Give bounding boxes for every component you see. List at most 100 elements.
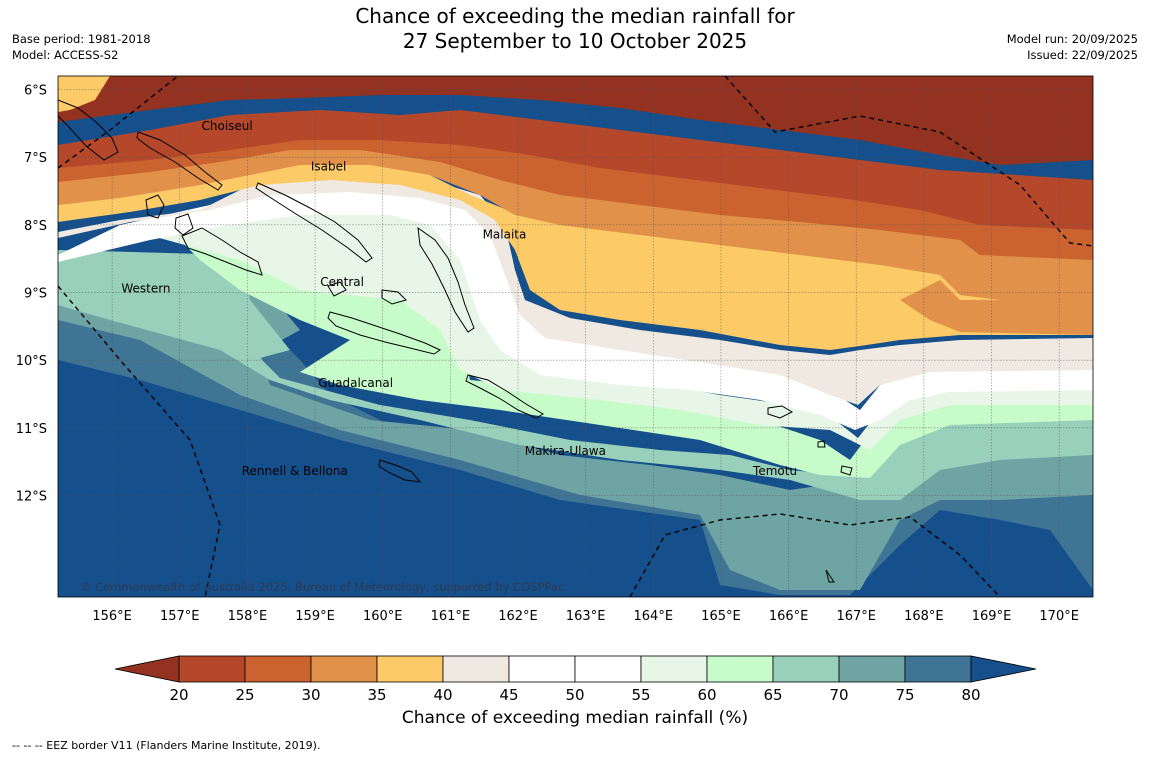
- map-frame: [57, 75, 1094, 598]
- region-label-rennell-bellona: Rennell & Bellona: [242, 464, 348, 478]
- colorbar-tick-label: 75: [895, 686, 914, 704]
- colorbar-tick-label: 80: [961, 686, 980, 704]
- island-isabel: [255, 182, 373, 263]
- lon-tick-label: 166°E: [769, 609, 809, 624]
- model-run: Model run: 20/09/2025: [1006, 32, 1138, 46]
- field-55-60: [130, 200, 1093, 450]
- colorbar-box: [442, 655, 510, 683]
- lon-tick-label: 159°E: [295, 609, 335, 624]
- region-label-western: Western: [121, 282, 170, 296]
- field-under-20: [58, 76, 1093, 165]
- eez-border-west: [58, 285, 221, 597]
- region-label-malaita: Malaita: [483, 227, 527, 241]
- field-30-35-inlet: [900, 280, 1093, 335]
- lat-tick-label: 6°S: [24, 84, 47, 99]
- lon-tick-label: 156°E: [92, 609, 132, 624]
- lon-tick-label: 164°E: [634, 609, 674, 624]
- region-labels: Choiseul Isabel Malaita Central Western Guada…: [121, 119, 797, 478]
- colorbar-tick-label: 55: [631, 686, 650, 704]
- base-period: Base period: 1981-2018: [12, 32, 151, 46]
- region-label-guadalcanal: Guadalcanal: [318, 376, 393, 390]
- colorbar-box: [376, 655, 444, 683]
- lat-tick-label: 10°S: [16, 354, 47, 369]
- eez-footnote: -- -- -- EEZ border V11 (Flanders Marine…: [12, 739, 321, 752]
- lon-tick-label: 162°E: [498, 609, 538, 624]
- lon-tick-label: 168°E: [904, 609, 944, 624]
- island-florida: [381, 289, 407, 305]
- eez-border-northeast: [724, 76, 1093, 247]
- map-title: Chance of exceeding the median rainfall …: [0, 4, 1150, 54]
- latitude-labels: 6°S 7°S 8°S 9°S 10°S 11°S 12°S: [16, 84, 47, 505]
- copyright-text: © Commonwealth of Australia 2025, Bureau…: [80, 580, 564, 594]
- island-temotu-small: [840, 465, 853, 476]
- colorbar-boxes: [178, 655, 972, 683]
- lon-tick-label: 165°E: [701, 609, 741, 624]
- island-tikopia: [825, 569, 835, 583]
- colorbar-tick-label: 70: [829, 686, 848, 704]
- island-choiseul: [136, 131, 223, 191]
- colorbar-ticks: 20 25 30 35 40 45 50 55 60 65 70 75 80: [169, 686, 980, 704]
- colorbar-under-triangle: [114, 655, 180, 683]
- field-35-40-nw: [58, 76, 110, 112]
- issued-date: Issued: 22/09/2025: [1027, 48, 1138, 62]
- island-guadalcanal: [327, 311, 442, 355]
- lon-tick-label: 163°E: [566, 609, 606, 624]
- meta-right: Model run: 20/09/2025 Issued: 22/09/2025: [1007, 31, 1138, 63]
- lat-tick-label: 8°S: [24, 219, 47, 234]
- eez-border-north: [58, 76, 179, 169]
- colorbar-tick-label: 65: [763, 686, 782, 704]
- colorbar-label: Chance of exceeding median rainfall (%): [401, 708, 749, 728]
- colorbar-box: [904, 655, 972, 683]
- colorbar-box: [508, 655, 576, 683]
- gridlines: [58, 76, 1093, 597]
- field-20-25: [58, 110, 1093, 230]
- lon-tick-label: 157°E: [160, 609, 200, 624]
- field-30-35: [58, 148, 1093, 305]
- region-label-choiseul: Choiseul: [202, 119, 253, 133]
- longitude-labels: 156°E 157°E 158°E 159°E 160°E 161°E 162°E 163°E…: [92, 609, 1079, 624]
- island-bougainville: [58, 99, 119, 161]
- colorbar-tick-label: 40: [433, 686, 452, 704]
- colorbar-tick-label: 25: [235, 686, 254, 704]
- region-label-makira-ulawa: Makira-Ulawa: [525, 444, 606, 458]
- colorbar-box: [838, 655, 906, 683]
- colorbar-tick-label: 50: [565, 686, 584, 704]
- lon-tick-label: 170°E: [1039, 609, 1079, 624]
- colorbar-box: [772, 655, 840, 683]
- title-line-1: Chance of exceeding the median rainfall …: [355, 4, 795, 28]
- region-label-temotu: Temotu: [752, 464, 797, 478]
- meta-left: Base period: 1981-2018 Model: ACCESS-S2: [12, 31, 151, 63]
- colorbar-tick-label: 45: [499, 686, 518, 704]
- field-65-70: [58, 250, 1093, 500]
- island-makira: [465, 374, 544, 419]
- title-line-2: 27 September to 10 October 2025: [402, 29, 748, 53]
- lat-tick-label: 12°S: [16, 490, 47, 505]
- lon-tick-label: 161°E: [431, 609, 471, 624]
- field-35-40: [58, 162, 1093, 350]
- colorbar-over-triangle: [970, 655, 1037, 683]
- field-70-75: [58, 260, 1093, 590]
- lat-tick-label: 9°S: [24, 287, 47, 302]
- lon-tick-label: 158°E: [228, 609, 268, 624]
- region-label-central: Central: [320, 275, 364, 289]
- field-25-30: [58, 130, 1093, 260]
- colorbar-tick-label: 35: [367, 686, 386, 704]
- colorbar-box: [310, 655, 378, 683]
- eez-borders: [58, 76, 1093, 597]
- lon-tick-label: 160°E: [363, 609, 403, 624]
- island-malaita: [417, 226, 475, 333]
- lat-tick-label: 7°S: [24, 151, 47, 166]
- colorbar-box: [706, 655, 774, 683]
- colorbar-box: [574, 655, 642, 683]
- map-area: © Commonwealth of Australia 2025, Bureau…: [58, 76, 1093, 597]
- lon-tick-label: 167°E: [836, 609, 876, 624]
- island-new-georgia: [181, 227, 263, 276]
- lon-tick-label: 169°E: [972, 609, 1012, 624]
- model-name: Model: ACCESS-S2: [12, 48, 119, 62]
- island-santa-cruz: [767, 405, 794, 419]
- colorbar-box: [178, 655, 246, 683]
- colorbar-tick-label: 60: [697, 686, 716, 704]
- island-central: [327, 281, 347, 297]
- colorbar-tick-label: 20: [169, 686, 188, 704]
